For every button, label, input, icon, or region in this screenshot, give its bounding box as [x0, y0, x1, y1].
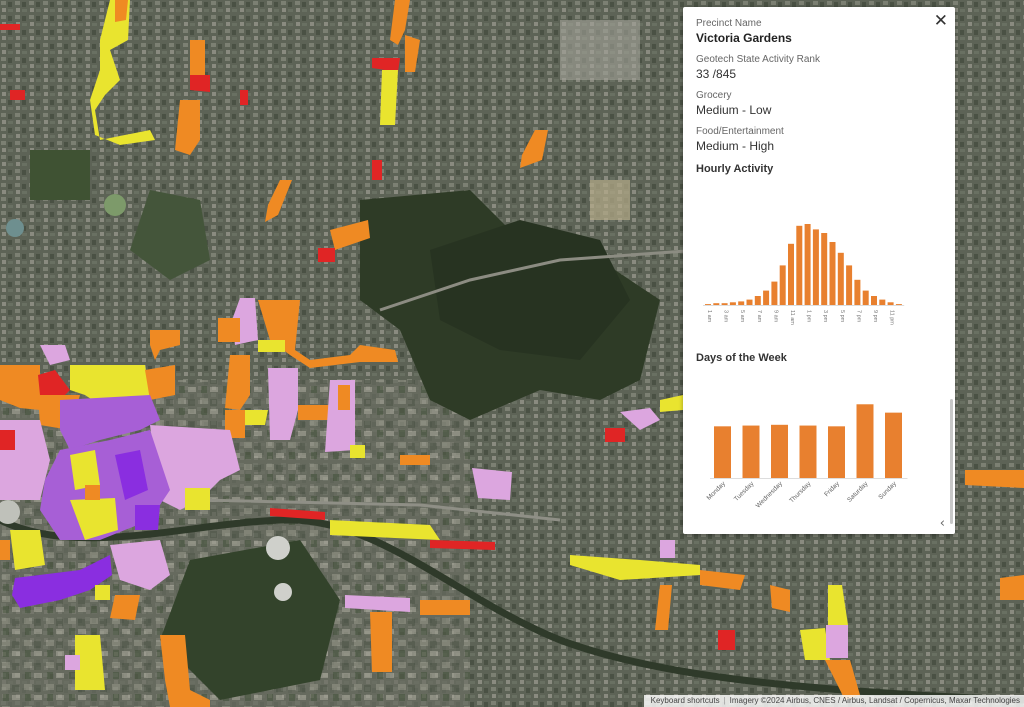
freeway — [379, 248, 701, 312]
yarra-river — [0, 516, 1024, 704]
hourly-bar — [837, 252, 844, 305]
hourly-bar — [804, 224, 811, 305]
day-tick-label: Monday — [706, 480, 728, 502]
day-bar — [771, 424, 788, 478]
day-bar — [828, 426, 845, 478]
precinct-info-panel: ✕ Precinct Name Victoria Gardens Geotech… — [683, 7, 955, 534]
hourly-tick-label: 3 pm — [822, 310, 828, 323]
activity-rank-value: 33 /845 — [696, 67, 737, 81]
hourly-bar — [763, 290, 770, 305]
hourly-bar — [829, 242, 836, 305]
hourly-bar — [746, 299, 753, 305]
hourly-bar — [887, 302, 894, 305]
hourly-bar — [788, 243, 794, 305]
hourly-bar — [821, 233, 828, 305]
activity-rank-label: Geotech State Activity Rank — [696, 54, 820, 65]
days-of-week-chart: Monday Tuesday Wednesday Thursday Friday Satu… — [706, 404, 908, 510]
day-tick-label: Wednesday — [755, 480, 785, 510]
hourly-tick-label: 9 pm — [872, 310, 878, 323]
industrial-block — [560, 20, 640, 80]
sportsground — [6, 219, 24, 237]
map-attribution: Keyboard shortcuts | Imagery ©2024 Airbus,… — [643, 695, 1024, 707]
hourly-bar — [729, 302, 736, 305]
rail-line — [199, 498, 561, 522]
day-tick-label: Tuesday — [733, 480, 756, 503]
day-tick-label: Friday — [823, 480, 841, 498]
hourly-tick-label: 7 pm — [855, 310, 861, 323]
hourly-bar — [754, 296, 761, 305]
day-bar — [799, 425, 817, 478]
hourly-bar — [721, 303, 728, 305]
hourly-bar — [862, 290, 869, 305]
precinct-name-value: Victoria Gardens — [696, 31, 792, 45]
hourly-tick-label: 5 pm — [839, 310, 845, 323]
tennis-arena — [274, 583, 292, 601]
hourly-tick-label: 9 am — [772, 310, 778, 323]
docklands-stadium — [0, 500, 20, 524]
park-north — [130, 190, 210, 280]
day-tick-label: Saturday — [846, 480, 870, 504]
grocery-label: Grocery — [696, 90, 732, 101]
hourly-tick-label: 1 am — [706, 310, 712, 323]
hourly-bar — [812, 229, 819, 305]
day-bar — [714, 426, 731, 478]
hourly-bar — [796, 225, 803, 305]
hourly-activity-chart: 1 am 3 am 5 am 7 am 9 am 11 am 1 pm 3 pm 5 pm 7 p… — [703, 224, 905, 325]
park-forest — [430, 220, 630, 360]
grocery-value: Medium - Low — [696, 103, 772, 117]
day-bar — [742, 425, 760, 478]
day-bar — [885, 412, 902, 478]
hourly-activity-title: Hourly Activity — [696, 163, 774, 175]
hourly-bar — [871, 296, 877, 305]
days-of-week-title: Days of the Week — [696, 352, 787, 364]
close-icon[interactable]: ✕ — [933, 11, 948, 31]
hourly-tick-label: 7 am — [756, 310, 762, 323]
oval — [104, 194, 126, 216]
food-entertainment-label: Food/Entertainment — [696, 126, 784, 137]
hourly-bar — [738, 301, 745, 305]
food-entertainment-value: Medium - High — [696, 139, 775, 153]
hourly-tick-label: 11 pm — [889, 310, 895, 325]
keyboard-shortcuts-link[interactable]: Keyboard shortcuts — [650, 696, 720, 705]
imagery-credit: Imagery ©2024 Airbus, CNES / Airbus, Lan… — [729, 696, 1020, 705]
hourly-bar — [771, 281, 778, 305]
gardens-park — [160, 540, 340, 700]
hourly-bar — [854, 279, 861, 305]
hourly-bar — [846, 265, 853, 305]
stadium — [266, 536, 290, 560]
hourly-bar — [879, 299, 886, 305]
hourly-bar — [713, 303, 720, 305]
quarry — [590, 180, 630, 220]
precinct-fields: Precinct Name Victoria Gardens Geotech S… — [696, 18, 926, 162]
hourly-tick-label: 3 am — [723, 310, 729, 323]
panel-scrollbar[interactable] — [950, 399, 953, 524]
hourly-bar — [895, 304, 902, 305]
park-west — [30, 150, 90, 200]
hourly-tick-label: 11 am — [789, 310, 795, 325]
collapse-chevron-icon[interactable]: ‹ — [939, 516, 945, 531]
precinct-name-label: Precinct Name — [696, 18, 762, 29]
hourly-tick-label: 1 pm — [806, 310, 812, 323]
hourly-bar — [779, 265, 786, 305]
hourly-bar — [705, 304, 711, 305]
day-tick-label: Thursday — [788, 480, 813, 505]
day-tick-label: Sunday — [877, 480, 898, 501]
hourly-tick-label: 5 am — [739, 310, 745, 323]
day-bar — [856, 404, 874, 478]
